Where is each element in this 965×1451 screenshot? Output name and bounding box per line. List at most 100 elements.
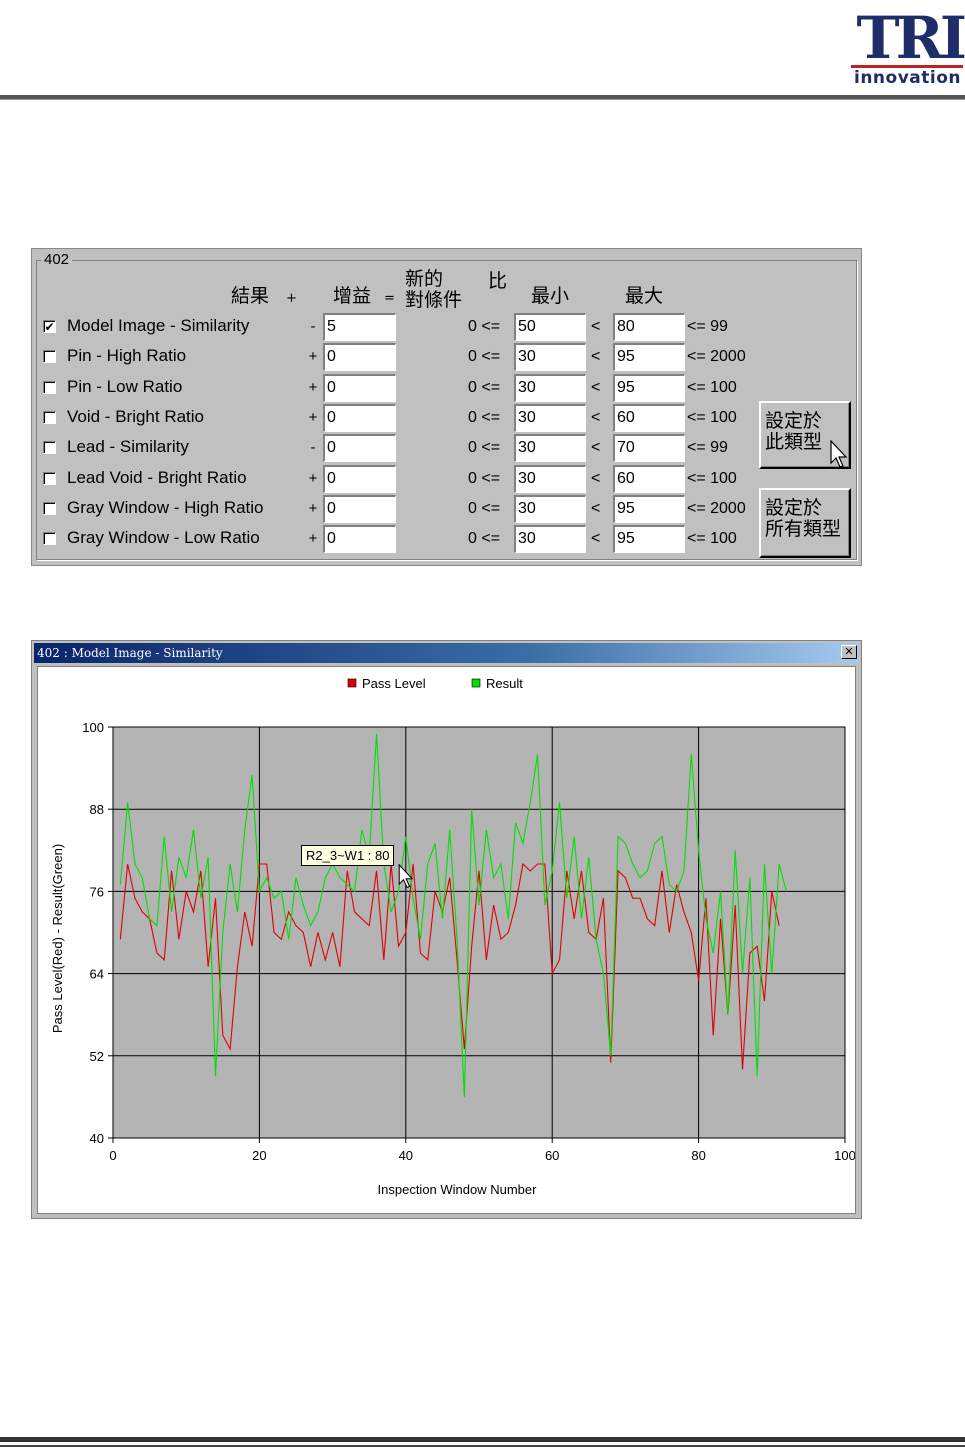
series-line-result [119,733,787,1097]
min-prefix: 0 <= [468,500,501,517]
row-checkbox[interactable] [43,502,56,515]
close-icon[interactable]: ✕ [841,645,857,659]
less-than: < [591,379,601,396]
y-tick-label: 64 [90,967,104,982]
header-rule-thin [0,99,965,100]
min-input[interactable]: 30 [514,343,586,371]
max-input[interactable]: 70 [613,434,685,462]
max-suffix: <= 99 [687,439,728,456]
header-result: 結果 [231,285,270,307]
max-suffix: <= 100 [687,470,737,487]
row-sign: - [310,318,316,335]
row-label: Model Image - Similarity [67,316,250,335]
min-prefix: 0 <= [468,318,501,335]
y-tick-label: 76 [90,884,104,899]
row-sign: + [308,470,318,487]
set-this-type-button[interactable]: 設定於 此類型 [759,401,851,469]
max-input[interactable]: 60 [613,404,685,432]
max-input[interactable]: 95 [613,525,685,553]
max-suffix: <= 100 [687,409,737,426]
gain-input[interactable]: 0 [323,343,396,371]
set-all-types-button[interactable]: 設定於 所有類型 [759,488,851,558]
gain-input[interactable]: 0 [323,495,396,523]
header-new-line2: 對條件 [405,289,463,311]
gain-input[interactable]: 0 [323,404,396,432]
less-than: < [591,409,601,426]
gain-input[interactable]: 0 [323,374,396,402]
header-gain: 增益 [333,285,372,307]
mouse-pointer-icon [398,864,414,889]
row-label: Lead Void - Bright Ratio [67,468,247,487]
less-than: < [591,470,601,487]
max-suffix: <= 100 [687,530,737,547]
logo-text: TRI [856,4,965,72]
min-prefix: 0 <= [468,409,501,426]
header-min: 最小 [531,285,570,307]
row-checkbox[interactable] [43,411,56,424]
min-prefix: 0 <= [468,530,501,547]
group-box [36,260,857,560]
y-tick-label: 88 [90,802,104,817]
gain-input[interactable]: 0 [323,465,396,493]
max-input[interactable]: 95 [613,495,685,523]
row-label: Gray Window - High Ratio [67,498,264,517]
row-label: Lead - Similarity [67,437,189,456]
row-label: Gray Window - Low Ratio [67,528,260,547]
legend-label: Result [486,676,523,691]
y-axis-label: Pass Level(Red) - Result(Green) [50,844,65,1033]
row-label: Void - Bright Ratio [67,407,205,426]
chart-title-bar[interactable]: 402 : Model Image - Similarity ✕ [34,643,859,663]
header-max: 最大 [625,285,664,307]
row-sign: + [308,409,318,426]
header-ratio: 比 [488,270,508,292]
chart-window-title: 402 : Model Image - Similarity [37,646,223,660]
set-this-type-line2: 此類型 [765,431,823,453]
series-line-pass-level [119,862,780,1070]
min-input[interactable]: 30 [514,434,586,462]
settings-panel: 402 結果 + 增益 = 新的 對條件 比 最小 最大 ✔ Model Ima… [31,248,862,566]
y-tick-label: 40 [90,1131,104,1146]
row-sign: + [308,500,318,517]
gain-input[interactable]: 0 [323,525,396,553]
row-checkbox[interactable] [43,532,56,545]
header-new-line1: 新的 [405,268,444,290]
min-input[interactable]: 30 [514,465,586,493]
row-checkbox[interactable] [43,441,56,454]
min-input[interactable]: 30 [514,374,586,402]
max-input[interactable]: 95 [613,374,685,402]
min-input[interactable]: 30 [514,495,586,523]
min-input[interactable]: 50 [514,313,586,341]
row-label: Pin - High Ratio [67,346,187,365]
data-tooltip: R2_3~W1 : 80 [301,845,395,866]
set-all-types-line1: 設定於 [765,497,823,519]
min-input[interactable]: 30 [514,525,586,553]
row-sign: + [308,348,318,365]
max-suffix: <= 2000 [687,348,746,365]
max-input[interactable]: 60 [613,465,685,493]
row-checkbox[interactable]: ✔ [43,320,56,334]
max-suffix: <= 100 [687,379,737,396]
header-plus: + [286,291,297,306]
row-checkbox[interactable] [43,472,56,485]
chart-window: 402 : Model Image - Similarity ✕ 0 20 40 60… [31,640,862,1219]
min-prefix: 0 <= [468,470,501,487]
less-than: < [591,348,601,365]
row-label: Pin - Low Ratio [67,377,183,396]
max-input[interactable]: 80 [613,313,685,341]
gain-input[interactable]: 5 [323,313,396,341]
footer-rule-thin [0,1445,965,1447]
gain-input[interactable]: 0 [323,434,396,462]
less-than: < [591,500,601,517]
row-sign: - [310,439,316,456]
footer-rule [0,1437,965,1442]
group-label: 402 [41,251,73,268]
x-tick-label: 40 [399,1148,413,1163]
row-checkbox[interactable] [43,350,56,363]
min-input[interactable]: 30 [514,404,586,432]
row-checkbox[interactable] [43,381,56,394]
max-input[interactable]: 95 [613,343,685,371]
chart-area: 0 20 40 60 80 100 40 52 64 76 88 100 Inspection Wind… [37,666,856,1214]
max-suffix: <= 2000 [687,500,746,517]
less-than: < [591,530,601,547]
mouse-pointer-icon [830,440,848,468]
